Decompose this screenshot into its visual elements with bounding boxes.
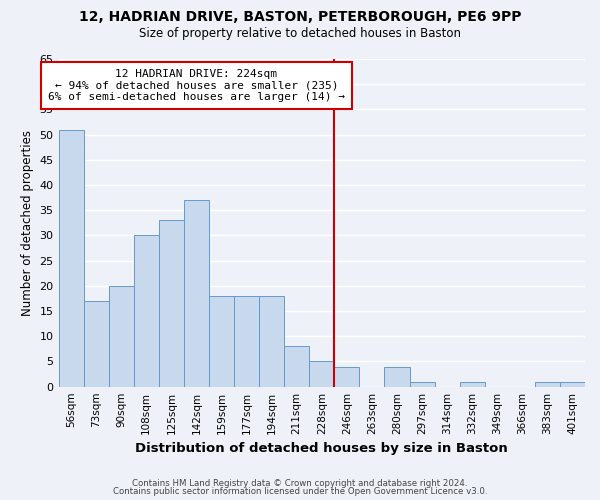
Bar [109, 286, 134, 386]
Y-axis label: Number of detached properties: Number of detached properties [21, 130, 34, 316]
Bar [209, 296, 234, 386]
Bar [535, 382, 560, 386]
Bar [184, 200, 209, 386]
X-axis label: Distribution of detached houses by size in Baston: Distribution of detached houses by size … [136, 442, 508, 455]
Bar [159, 220, 184, 386]
Bar [284, 346, 309, 387]
Bar [234, 296, 259, 386]
Text: 12 HADRIAN DRIVE: 224sqm
← 94% of detached houses are smaller (235)
6% of semi-d: 12 HADRIAN DRIVE: 224sqm ← 94% of detach… [48, 69, 345, 102]
Text: Contains HM Land Registry data © Crown copyright and database right 2024.: Contains HM Land Registry data © Crown c… [132, 478, 468, 488]
Text: Size of property relative to detached houses in Baston: Size of property relative to detached ho… [139, 28, 461, 40]
Bar [83, 301, 109, 386]
Text: Contains public sector information licensed under the Open Government Licence v3: Contains public sector information licen… [113, 487, 487, 496]
Bar [385, 366, 410, 386]
Bar [410, 382, 434, 386]
Bar [460, 382, 485, 386]
Bar [59, 130, 83, 386]
Bar [560, 382, 585, 386]
Text: 12, HADRIAN DRIVE, BASTON, PETERBOROUGH, PE6 9PP: 12, HADRIAN DRIVE, BASTON, PETERBOROUGH,… [79, 10, 521, 24]
Bar [259, 296, 284, 386]
Bar [334, 366, 359, 386]
Bar [134, 236, 159, 386]
Bar [309, 362, 334, 386]
